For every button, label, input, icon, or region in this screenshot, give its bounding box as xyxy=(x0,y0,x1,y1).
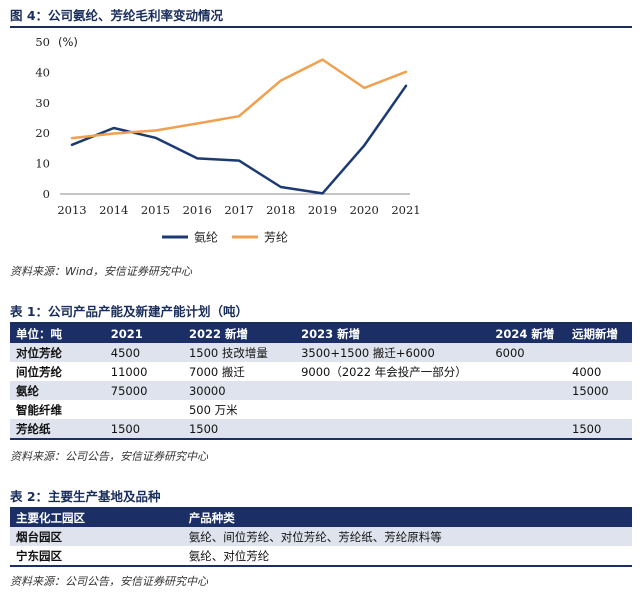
table-row: 烟台园区 氨纶、间位芳纶、对位芳纶、芳纶纸、芳纶原料等 xyxy=(10,527,632,546)
x-tick-label: 2013 xyxy=(57,203,86,217)
table-row: 智能纤维 500 万米 xyxy=(10,400,632,419)
table-header-cell: 远期新增 xyxy=(566,324,632,343)
row-label: 间位芳纶 xyxy=(16,364,62,379)
row-label: 烟台园区 xyxy=(10,527,183,546)
table-cell: 15000 xyxy=(566,381,632,400)
table-row: 间位芳纶 11000 7000 搬迁 9000（2022 年会投产一部分） 4000 xyxy=(10,362,632,381)
table-cell: 1500 技改增量 xyxy=(182,343,296,362)
figure-4-title: 图 4：公司氨纶、芳纶毛利率变动情况 xyxy=(10,8,632,28)
table-cell: 氨纶、对位芳纶 xyxy=(182,546,632,567)
series-line-0 xyxy=(70,84,408,195)
table-cell: 7000 搬迁 xyxy=(188,364,245,379)
capacity-table: 单位：吨 2021 2022 新增 2023 新增 2024 新增 远期新增 对位芳纶 45… xyxy=(10,324,632,440)
y-tick-label: 30 xyxy=(35,96,50,110)
table-cell xyxy=(489,362,566,381)
x-tick-label: 2016 xyxy=(183,203,212,217)
table-cell: 500 万米 xyxy=(188,402,238,417)
table-cell: 3500+1500 搬迁+6000 xyxy=(295,343,490,362)
y-tick-label: 0 xyxy=(43,187,50,201)
table-row: 氨纶 75000 30000 15000 xyxy=(10,381,632,400)
table-1-title: 表 1：公司产品产能及新建产能计划（吨） xyxy=(10,304,632,324)
table-2-title: 表 2：主要生产基地及品种 xyxy=(10,489,632,509)
table-2-source: 资料来源：公司公告，安信证券研究中心 xyxy=(10,575,208,588)
x-tick-label: 2017 xyxy=(224,203,253,217)
table-cell: 6000 xyxy=(489,343,567,362)
table-cell: 1500 xyxy=(566,419,632,440)
series-line-1 xyxy=(70,58,408,140)
row-label: 对位芳纶 xyxy=(10,343,105,362)
table-cell xyxy=(489,400,566,419)
row-label: 芳纶纸 xyxy=(10,419,105,440)
table-row: 对位芳纶 4500 1500 技改增量 3500+1500 搬迁+6000 6000 xyxy=(10,343,632,362)
table-cell: 75000 xyxy=(104,381,183,400)
table-cell: 4000 xyxy=(572,364,602,379)
x-tick-label: 2019 xyxy=(308,203,337,217)
y-tick-label: 10 xyxy=(35,157,50,171)
table-header-cell: 2023 新增 xyxy=(295,324,490,343)
row-label: 宁东园区 xyxy=(10,546,183,567)
table-header-cell: 2021 xyxy=(104,324,183,343)
line-chart: 0 10 20 30 40 50 (%) 2013 2014 2015 2016 2017 2018 20… xyxy=(35,35,420,245)
x-tick-label: 2015 xyxy=(141,203,170,217)
table-1-source: 资料来源：公司公告，安信证券研究中心 xyxy=(10,450,208,463)
table-row: 芳纶纸 1500 1500 1500 xyxy=(10,419,632,440)
table-cell xyxy=(295,419,490,440)
row-label: 氨纶 xyxy=(10,381,105,400)
table-header-cell: 单位：吨 xyxy=(10,324,105,343)
table-cell xyxy=(295,381,490,400)
table-row: 宁东园区 氨纶、对位芳纶 xyxy=(10,546,632,567)
row-label: 智能纤维 xyxy=(16,402,62,417)
table-cell: 氨纶、间位芳纶、对位芳纶、芳纶纸、芳纶原料等 xyxy=(182,527,632,546)
legend-label: 芳纶 xyxy=(264,231,288,245)
table-cell: 1500 xyxy=(182,419,296,440)
table-cell: 11000 xyxy=(110,364,148,379)
table-cell xyxy=(566,400,632,419)
y-tick-label: 50 xyxy=(35,35,50,49)
x-tick-label: 2018 xyxy=(266,203,295,217)
y-tick-label: 20 xyxy=(35,126,50,140)
table-header-cell: 2022 新增 xyxy=(182,324,296,343)
x-tick-label: 2020 xyxy=(350,203,379,217)
table-cell xyxy=(295,400,489,419)
table-cell: 9000（2022 年会投产一部分） xyxy=(301,364,467,379)
table-cell: 4500 xyxy=(104,343,183,362)
y-tick-label: 40 xyxy=(35,65,50,79)
table-cell: 1500 xyxy=(104,419,183,440)
y-unit-label: (%) xyxy=(58,35,78,49)
x-tick-label: 2014 xyxy=(99,203,128,217)
table-cell: 30000 xyxy=(182,381,296,400)
table-cell xyxy=(489,381,567,400)
legend-label: 氨纶 xyxy=(194,231,218,245)
table-cell xyxy=(566,343,632,362)
table-header-cell: 主要化工园区 xyxy=(10,508,183,527)
table-cell xyxy=(105,400,183,419)
table-header-cell: 产品种类 xyxy=(182,508,632,527)
table-header-cell: 2024 新增 xyxy=(489,324,567,343)
production-base-table: 主要化工园区 产品种类 烟台园区 氨纶、间位芳纶、对位芳纶、芳纶纸、芳纶原料等 宁东园… xyxy=(10,508,632,567)
figure-4-source: 资料来源：Wind，安信证券研究中心 xyxy=(10,265,192,278)
x-tick-label: 2021 xyxy=(391,203,420,217)
table-cell xyxy=(489,419,567,440)
